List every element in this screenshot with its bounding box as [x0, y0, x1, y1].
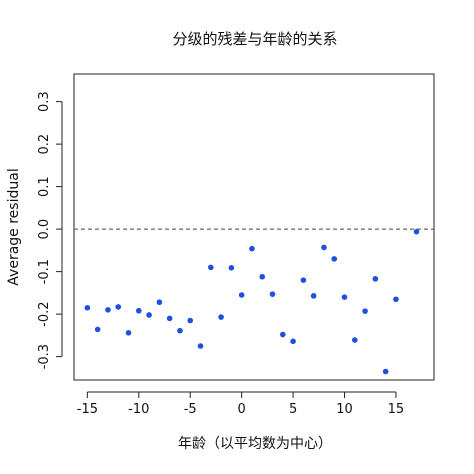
- x-tick-label: -10: [128, 402, 149, 417]
- data-point: [197, 343, 204, 349]
- data-point: [259, 273, 266, 280]
- chart-title: 分级的残差与年龄的关系: [172, 30, 337, 48]
- data-point: [393, 296, 399, 303]
- x-axis: -15 -10 -5 0 5 10 15: [77, 391, 405, 417]
- data-point: [352, 337, 358, 343]
- data-point: [84, 304, 91, 311]
- data-point: [413, 228, 420, 235]
- data-point: [321, 244, 327, 251]
- y-tick-label: 0.3: [37, 91, 52, 112]
- y-tick-label: -0.2: [37, 301, 52, 326]
- y-axis: -0.3 -0.2 -0.1 0.0 0.1 0.2 0.3: [37, 91, 63, 369]
- x-tick-label: 10: [336, 402, 353, 417]
- data-point: [177, 327, 183, 334]
- data-point: [238, 292, 245, 298]
- data-point: [187, 317, 194, 324]
- y-tick-label: 0.2: [37, 134, 52, 155]
- y-tick-label: 0.1: [37, 176, 52, 197]
- data-point: [208, 264, 214, 271]
- x-tick-label: 5: [289, 402, 297, 417]
- data-point: [146, 312, 152, 318]
- data-point: [372, 276, 379, 282]
- data-point: [166, 315, 173, 322]
- data-point: [125, 330, 132, 336]
- data-point: [269, 291, 276, 297]
- data-point: [105, 307, 111, 313]
- data-point: [382, 368, 389, 375]
- y-tick-label: 0.0: [37, 219, 52, 240]
- data-point: [290, 338, 296, 345]
- x-tick-label: 15: [388, 402, 405, 417]
- data-point: [136, 307, 142, 314]
- data-point: [362, 308, 368, 314]
- x-tick-label: 0: [238, 402, 246, 417]
- data-points: [84, 228, 420, 375]
- y-axis-label: Average residual: [6, 168, 22, 285]
- data-point: [280, 331, 286, 338]
- data-point: [331, 256, 338, 262]
- x-axis-label: 年龄（以平均数为中心）: [178, 436, 332, 452]
- data-point: [341, 294, 348, 300]
- x-tick-label: -15: [77, 402, 98, 417]
- y-tick-label: -0.1: [37, 259, 52, 284]
- x-tick-label: -5: [184, 402, 197, 417]
- data-point: [94, 326, 101, 333]
- y-tick-label: -0.3: [37, 344, 52, 369]
- data-point: [310, 293, 317, 299]
- data-point: [300, 277, 307, 283]
- data-point: [228, 265, 235, 271]
- data-point: [249, 245, 255, 252]
- data-point: [156, 299, 163, 306]
- plot-frame: [73, 73, 435, 381]
- data-point: [115, 304, 122, 310]
- data-point: [218, 314, 224, 320]
